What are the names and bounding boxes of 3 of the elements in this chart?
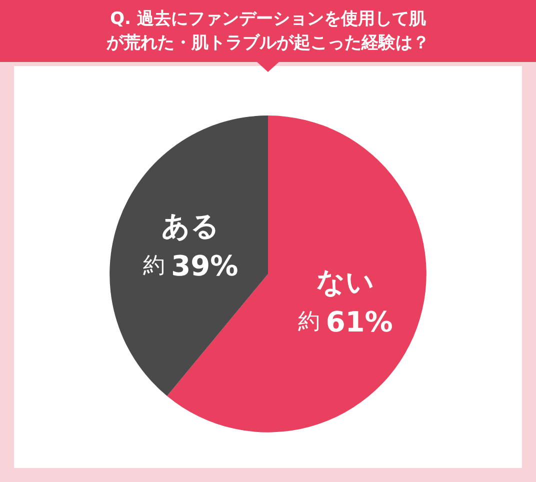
slice-label: ある [162,210,220,243]
chart-title: Q. 過去にファンデーションを使用して肌が荒れた・肌トラブルが起こった経験は？ [0,0,536,62]
slice-label: ない [316,265,374,298]
